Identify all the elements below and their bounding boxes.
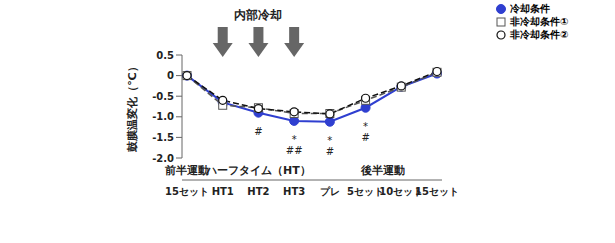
svg-text:プレ: プレ bbox=[320, 186, 340, 197]
svg-text:-1.0: -1.0 bbox=[152, 111, 174, 122]
svg-text:##: ## bbox=[286, 145, 303, 156]
svg-text:-0.5: -0.5 bbox=[152, 91, 174, 102]
html-text:非冷却条件②: 非冷却条件② bbox=[510, 29, 569, 40]
svg-text:0: 0 bbox=[167, 70, 174, 81]
svg-text:HT1: HT1 bbox=[212, 186, 234, 197]
svg-text:-1.5: -1.5 bbox=[152, 132, 174, 143]
svg-text:*: * bbox=[363, 121, 368, 132]
svg-text:*: * bbox=[292, 134, 297, 145]
svg-text:HT3: HT3 bbox=[283, 186, 305, 197]
html-text:非冷却条件①: 非冷却条件① bbox=[510, 16, 569, 27]
svg-text:15セット: 15セット bbox=[415, 186, 459, 197]
svg-text:-2.0: -2.0 bbox=[152, 153, 174, 164]
html-text:冷却条件: 冷却条件 bbox=[510, 3, 550, 14]
svg-text:前半運動: 前半運動 bbox=[164, 164, 209, 177]
svg-text:内部冷却: 内部冷却 bbox=[234, 8, 282, 22]
svg-text:15セット: 15セット bbox=[165, 186, 209, 197]
svg-text:#: # bbox=[361, 132, 369, 143]
svg-text:HT2: HT2 bbox=[247, 186, 269, 197]
svg-text:ハーフタイム（HT）: ハーフタイム（HT） bbox=[205, 164, 311, 177]
svg-text:鼓膜温変化（℃）: 鼓膜温変化（℃） bbox=[126, 61, 139, 152]
svg-text:#: # bbox=[326, 146, 334, 157]
svg-text:*: * bbox=[327, 135, 332, 146]
svg-text:10セット: 10セット bbox=[379, 186, 424, 198]
svg-text:5セット: 5セット bbox=[347, 186, 385, 198]
svg-text:#: # bbox=[254, 126, 262, 137]
svg-text:後半運動: 後半運動 bbox=[360, 164, 405, 177]
svg-text:0.5: 0.5 bbox=[156, 50, 174, 61]
